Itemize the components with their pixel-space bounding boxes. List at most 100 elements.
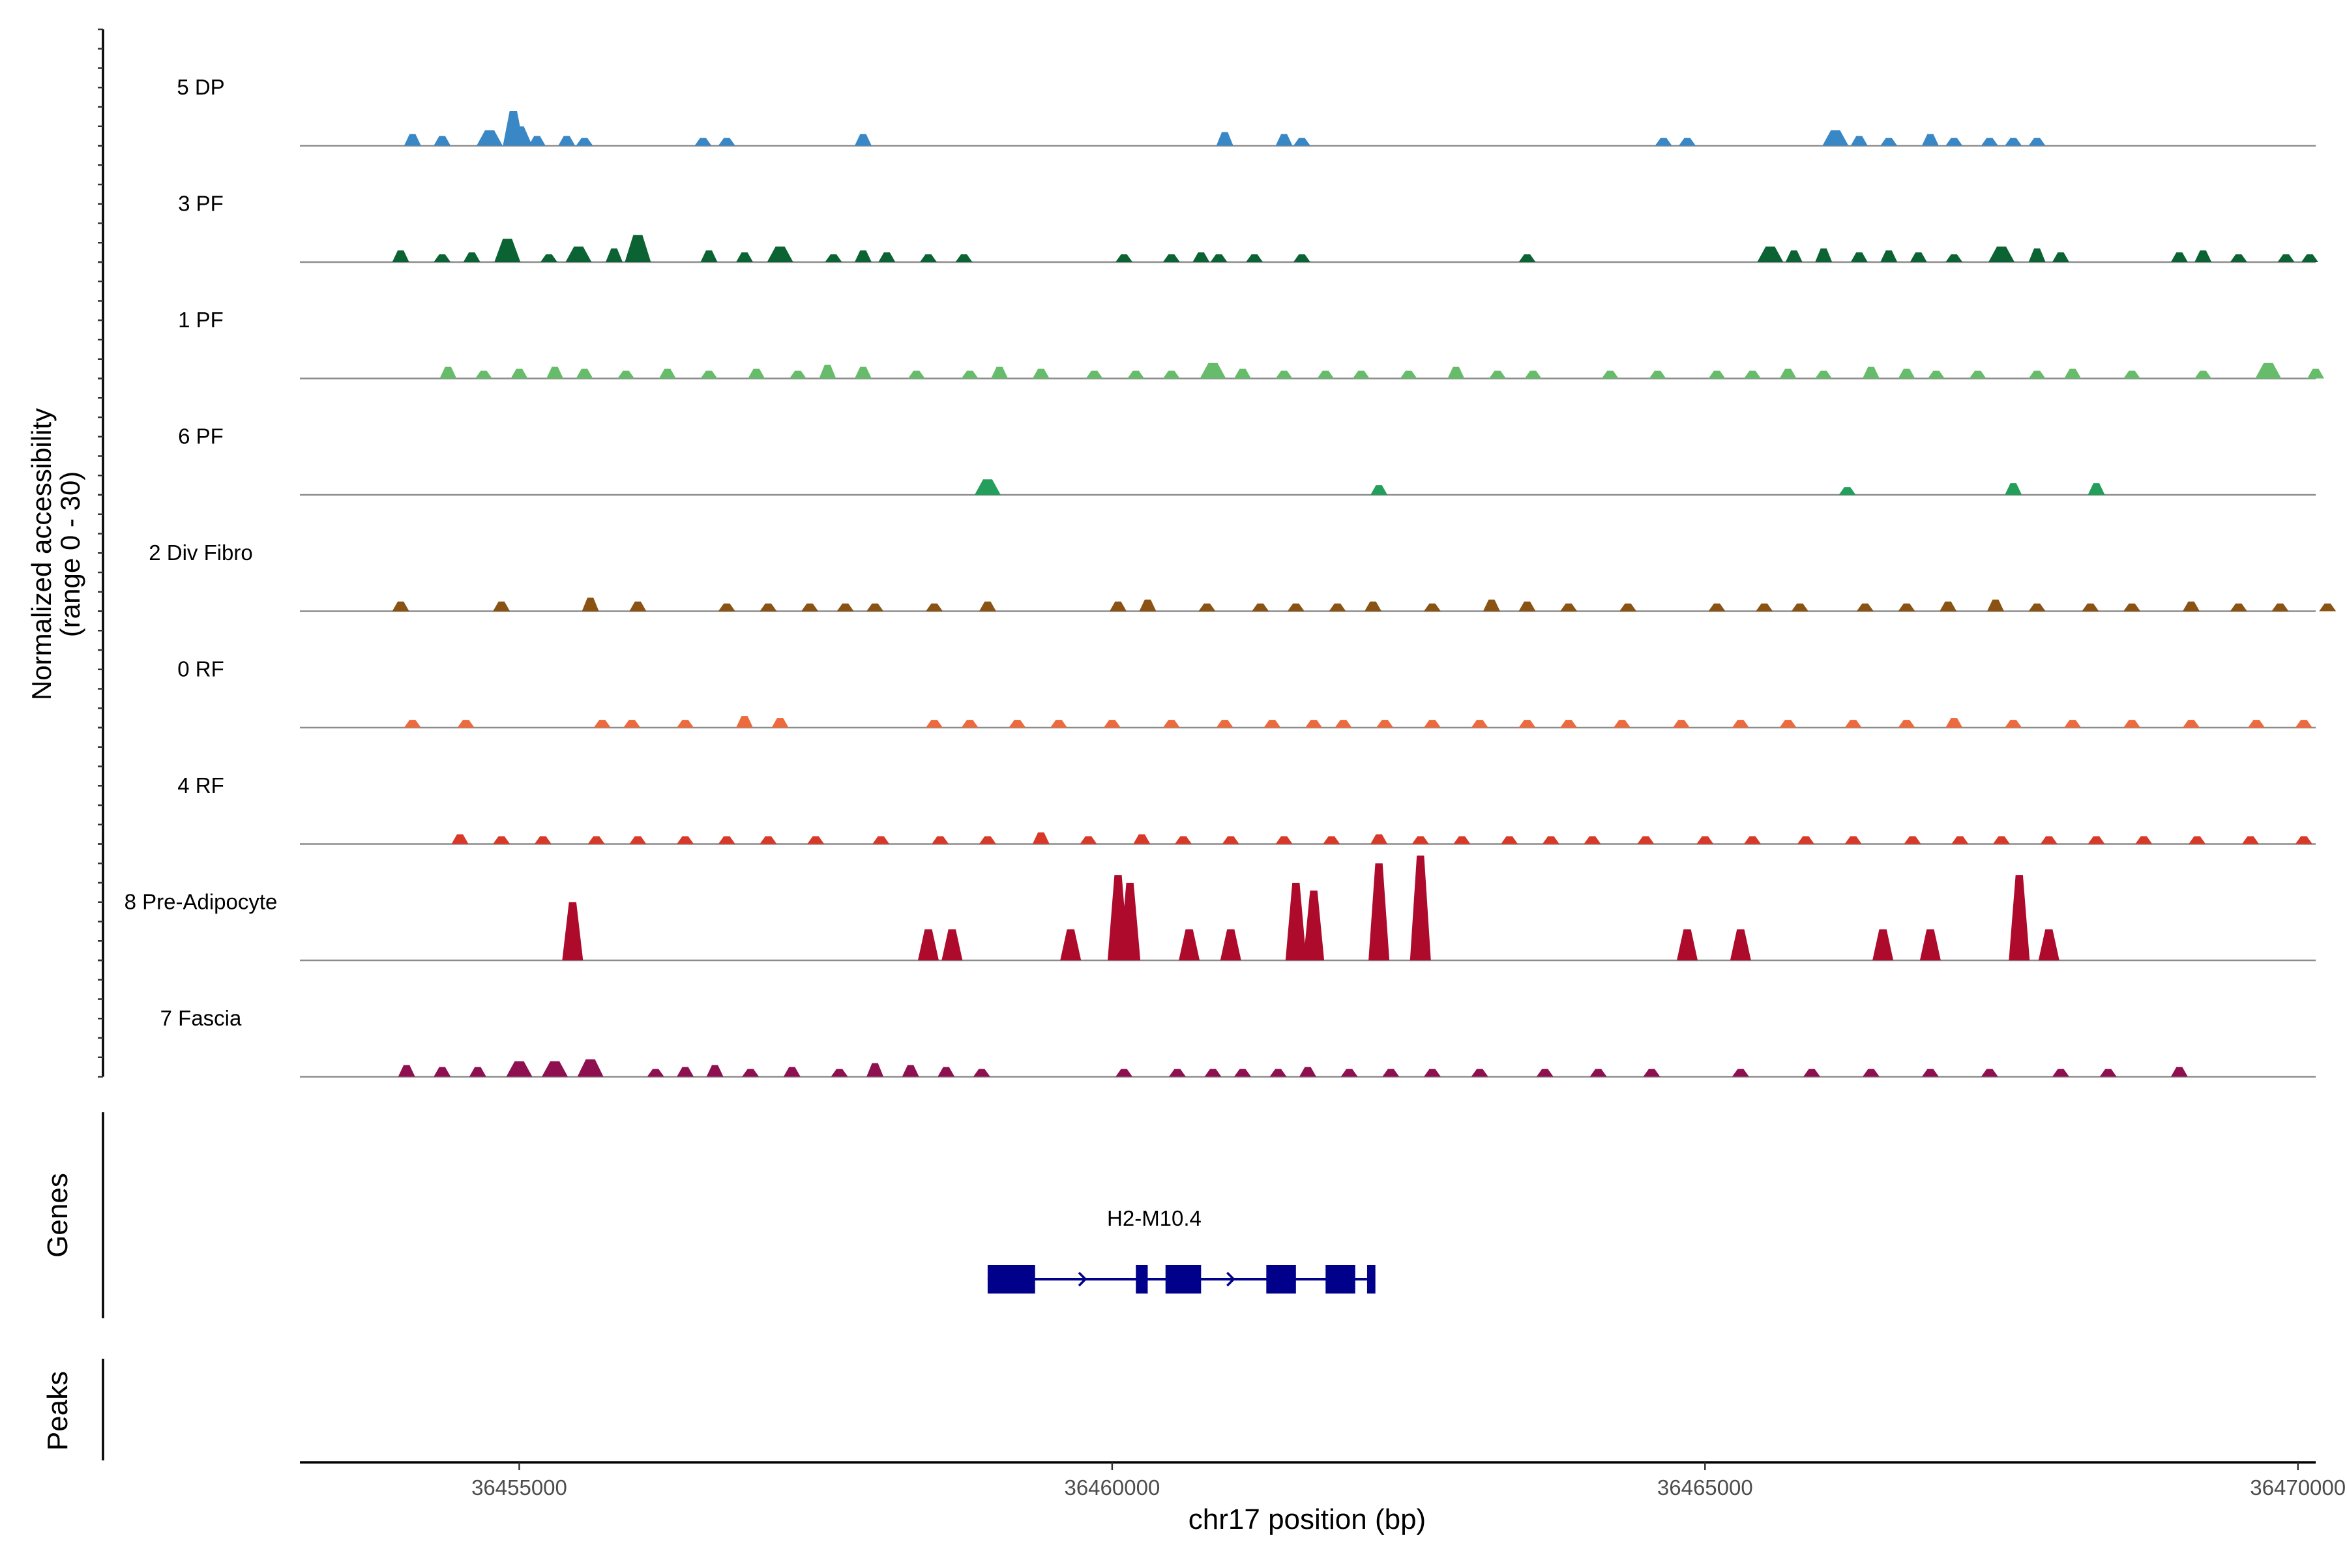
x-tick-label: 36460000: [1064, 1475, 1160, 1500]
coverage-peak: [593, 720, 611, 728]
coverage-peak: [1993, 836, 2011, 844]
coverage-peak: [2052, 252, 2069, 262]
coverage-peak: [1032, 368, 1050, 379]
coverage-peak: [1168, 1069, 1186, 1077]
coverage-peak: [1921, 134, 1939, 146]
coverage-peak: [582, 597, 599, 612]
coverage-peak: [647, 1069, 664, 1077]
coverage-peak: [1518, 254, 1536, 262]
coverage-peak: [1803, 1069, 1820, 1077]
coverage-peak: [1779, 720, 1797, 728]
coverage-peak: [1730, 929, 1751, 960]
coverage-peak: [1744, 836, 1762, 844]
coverage-peak: [623, 720, 641, 728]
coverage-peak: [760, 603, 777, 612]
coverage-peak: [1910, 252, 1927, 262]
coverage-peak: [2123, 603, 2141, 612]
gene-exon: [1136, 1265, 1148, 1294]
coverage-peak: [854, 366, 872, 379]
coverage-peak: [1844, 836, 1862, 844]
coverage-peak: [1287, 603, 1305, 612]
coverage-peak: [1518, 720, 1536, 728]
coverage-peak: [991, 366, 1009, 379]
y-axis-layer: [98, 28, 104, 1078]
coverage-peak: [919, 254, 937, 262]
coverage-peak: [439, 366, 457, 379]
coverage-peak: [404, 134, 421, 146]
coverage-peak: [2123, 370, 2141, 379]
coverage-peak: [558, 136, 576, 146]
coverage-peak: [1340, 1069, 1358, 1077]
coverage-peak: [1410, 855, 1431, 960]
track-7-fascia: 7 Fascia: [160, 1006, 2316, 1078]
coverage-peak: [1679, 138, 1696, 146]
coverage-peak: [854, 250, 872, 262]
coverage-peak: [1471, 1069, 1488, 1077]
coverage-peak: [677, 836, 694, 844]
coverage-peak: [955, 254, 973, 262]
coverage-peak: [1898, 603, 1915, 612]
coverage-peak: [1584, 836, 1601, 844]
coverage-peak: [2230, 254, 2247, 262]
coverage-peak: [1365, 601, 1382, 612]
coverage-peak: [542, 1061, 568, 1077]
coverage-peak: [1299, 1067, 1316, 1077]
track-label: 1 PF: [178, 308, 224, 332]
coverage-peak: [1115, 254, 1133, 262]
coverage-peak: [1927, 370, 1945, 379]
coverage-peak: [1192, 252, 1210, 262]
coverage-peak: [1400, 370, 1417, 379]
coverage-peak: [706, 1065, 724, 1077]
coverage-peak: [1411, 836, 1429, 844]
gene-exon: [1325, 1265, 1355, 1294]
coverage-peak: [1370, 485, 1388, 495]
coverage-peak: [2277, 254, 2295, 262]
coverage-peak: [1050, 720, 1068, 728]
coverage-peak: [2255, 362, 2282, 379]
strand-arrow: [1226, 1271, 1235, 1287]
coverage-peak: [1423, 720, 1441, 728]
coverage-peak: [1162, 370, 1180, 379]
coverage-peak: [1275, 134, 1293, 146]
coverage-peak: [1643, 1069, 1661, 1077]
coverage-peak: [1352, 370, 1370, 379]
y-axis-label-range: (range 0 - 30): [55, 471, 85, 637]
coverage-peak: [1198, 603, 1216, 612]
coverage-peak: [1981, 1069, 1998, 1077]
coverage-peak: [1204, 1069, 1222, 1077]
coverage-peak: [1085, 370, 1103, 379]
coverage-peak: [540, 254, 557, 262]
x-tick-label: 36455000: [471, 1475, 567, 1500]
coverage-peak: [1216, 720, 1233, 728]
coverage-peak: [1453, 836, 1471, 844]
coverage-peak: [1423, 1069, 1441, 1077]
coverage-peak: [434, 254, 451, 262]
gene-exon: [1266, 1265, 1296, 1294]
coverage-peak: [1797, 836, 1814, 844]
gene-h2-m10-4: H2-M10.4: [987, 1206, 1376, 1294]
coverage-peak: [1252, 603, 1269, 612]
y-axis-label: Normalized accessibility: [26, 408, 57, 700]
coverage-peak: [1109, 601, 1127, 612]
coverage-peak: [1060, 929, 1082, 960]
coverage-peak: [1919, 929, 1941, 960]
coverage-peak: [1756, 603, 1773, 612]
coverage-peak: [1133, 834, 1151, 844]
coverage-peak: [789, 370, 806, 379]
coverage-peak: [2183, 720, 2200, 728]
coverage-peak: [1179, 929, 1200, 960]
coverage-peak: [2005, 720, 2022, 728]
coverage-peak: [494, 239, 521, 262]
coverage-peak: [2301, 254, 2318, 262]
coverage-peak: [908, 370, 925, 379]
coverage-peak: [506, 126, 533, 146]
coverage-peak: [1370, 834, 1388, 844]
coverage-peak: [2028, 370, 2046, 379]
coverage-peak: [1275, 370, 1293, 379]
coverage-peak: [1862, 366, 1880, 379]
coverage-peak: [1945, 718, 1963, 728]
coverage-peak: [1368, 863, 1390, 960]
coverage-peak: [2009, 875, 2030, 960]
coverage-peak: [677, 1067, 694, 1077]
